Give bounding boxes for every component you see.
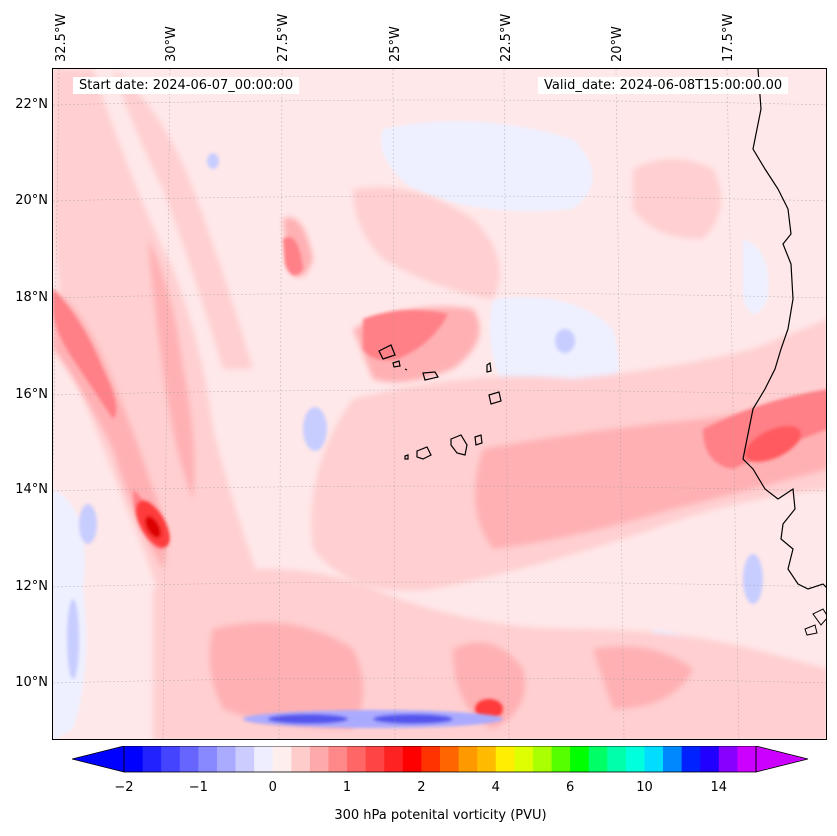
colorbar-segment xyxy=(142,746,162,772)
lat-label-16n: 16°N xyxy=(15,387,48,402)
lat-label-12n: 12°N xyxy=(15,579,48,594)
blue-spots xyxy=(67,153,763,679)
colorbar-segment xyxy=(514,746,534,772)
colorbar-label: 300 hPa potenital vorticity (PVU) xyxy=(334,808,547,823)
cb-tick-0: −2 xyxy=(114,780,134,795)
colorbar-segment xyxy=(291,746,311,772)
lat-label-14n: 14°N xyxy=(15,482,48,497)
colorbar-segment xyxy=(681,746,701,772)
cb-tick-1: −1 xyxy=(188,780,208,795)
lon-label-20w: 20°W xyxy=(610,26,625,62)
colorbar-segment xyxy=(198,746,218,772)
lat-label-22n: 22°N xyxy=(15,97,48,112)
lon-label-22-5w: 22.5°W xyxy=(499,13,514,62)
lat-label-18n: 18°N xyxy=(15,290,48,305)
colorbar-segment xyxy=(402,746,422,772)
bijagos-islands xyxy=(804,608,826,636)
colorbar-segment xyxy=(551,746,571,772)
colorbar-segment xyxy=(384,746,404,772)
colorbar-segment xyxy=(309,746,329,772)
colorbar-segment xyxy=(570,746,590,772)
lon-label-32-5w: 32.5°W xyxy=(54,13,69,62)
colorbar-segment xyxy=(718,746,738,772)
colorbar-segment xyxy=(700,746,720,772)
cb-tick-6: 6 xyxy=(565,780,575,795)
colorbar-outline xyxy=(123,746,757,773)
lon-label-25w: 25°W xyxy=(388,26,403,62)
cb-tick-7: 10 xyxy=(636,780,653,795)
colorbar-segment xyxy=(179,746,199,772)
colorbar-segment xyxy=(458,746,478,772)
colorbar-segment xyxy=(124,746,144,772)
colorbar-segment xyxy=(272,746,292,772)
colorbar-segment xyxy=(440,746,460,772)
pv-contour-map xyxy=(53,69,826,739)
colorbar-segment xyxy=(495,746,515,772)
colorbar xyxy=(72,746,809,773)
colorbar-max-arrow xyxy=(755,746,809,773)
colorbar-min-arrow xyxy=(72,746,125,773)
low-pv-band-bottom xyxy=(243,710,503,728)
colorbar-segment xyxy=(663,746,683,772)
colorbar-segment xyxy=(328,746,348,772)
cb-tick-8: 14 xyxy=(710,780,728,795)
pv-peak xyxy=(136,426,801,719)
colorbar-segment xyxy=(477,746,497,772)
colorbar-segment xyxy=(607,746,627,772)
lon-label-17-5w: 17.5°W xyxy=(721,13,736,62)
lat-label-10n: 10°N xyxy=(15,675,48,690)
colorbar-segment xyxy=(421,746,441,772)
colorbar-segment xyxy=(235,746,255,772)
map-panel: Start date: 2024-06-07_00:00:00 Valid_da… xyxy=(52,68,827,740)
cape-verde-islands xyxy=(378,344,502,460)
colorbar-segment xyxy=(625,746,645,772)
colorbar-segment xyxy=(216,746,237,772)
colorbar-segment xyxy=(254,746,274,772)
colorbar-segment xyxy=(644,746,664,772)
lat-label-20n: 20°N xyxy=(15,193,48,208)
colorbar-segment xyxy=(347,746,367,772)
lon-label-27-5w: 27.5°W xyxy=(276,13,291,62)
lon-label-30w: 30°W xyxy=(164,26,179,62)
cb-tick-3: 1 xyxy=(342,780,352,795)
cb-tick-2: 0 xyxy=(268,780,277,795)
colorbar-segment xyxy=(737,746,757,772)
start-date-label: Start date: 2024-06-07_00:00:00 xyxy=(73,77,300,94)
cb-tick-5: 4 xyxy=(491,780,500,795)
gridlines xyxy=(53,69,826,739)
africa-coastline xyxy=(742,69,826,590)
colorbar-segment xyxy=(532,746,553,772)
colorbar-segment xyxy=(588,746,608,772)
cb-tick-4: 2 xyxy=(417,780,426,795)
colorbar-segment xyxy=(161,746,181,772)
valid-date-label: Valid_date: 2024-06-08T15:00:00.00 xyxy=(538,77,789,94)
colorbar-segment xyxy=(365,746,385,772)
